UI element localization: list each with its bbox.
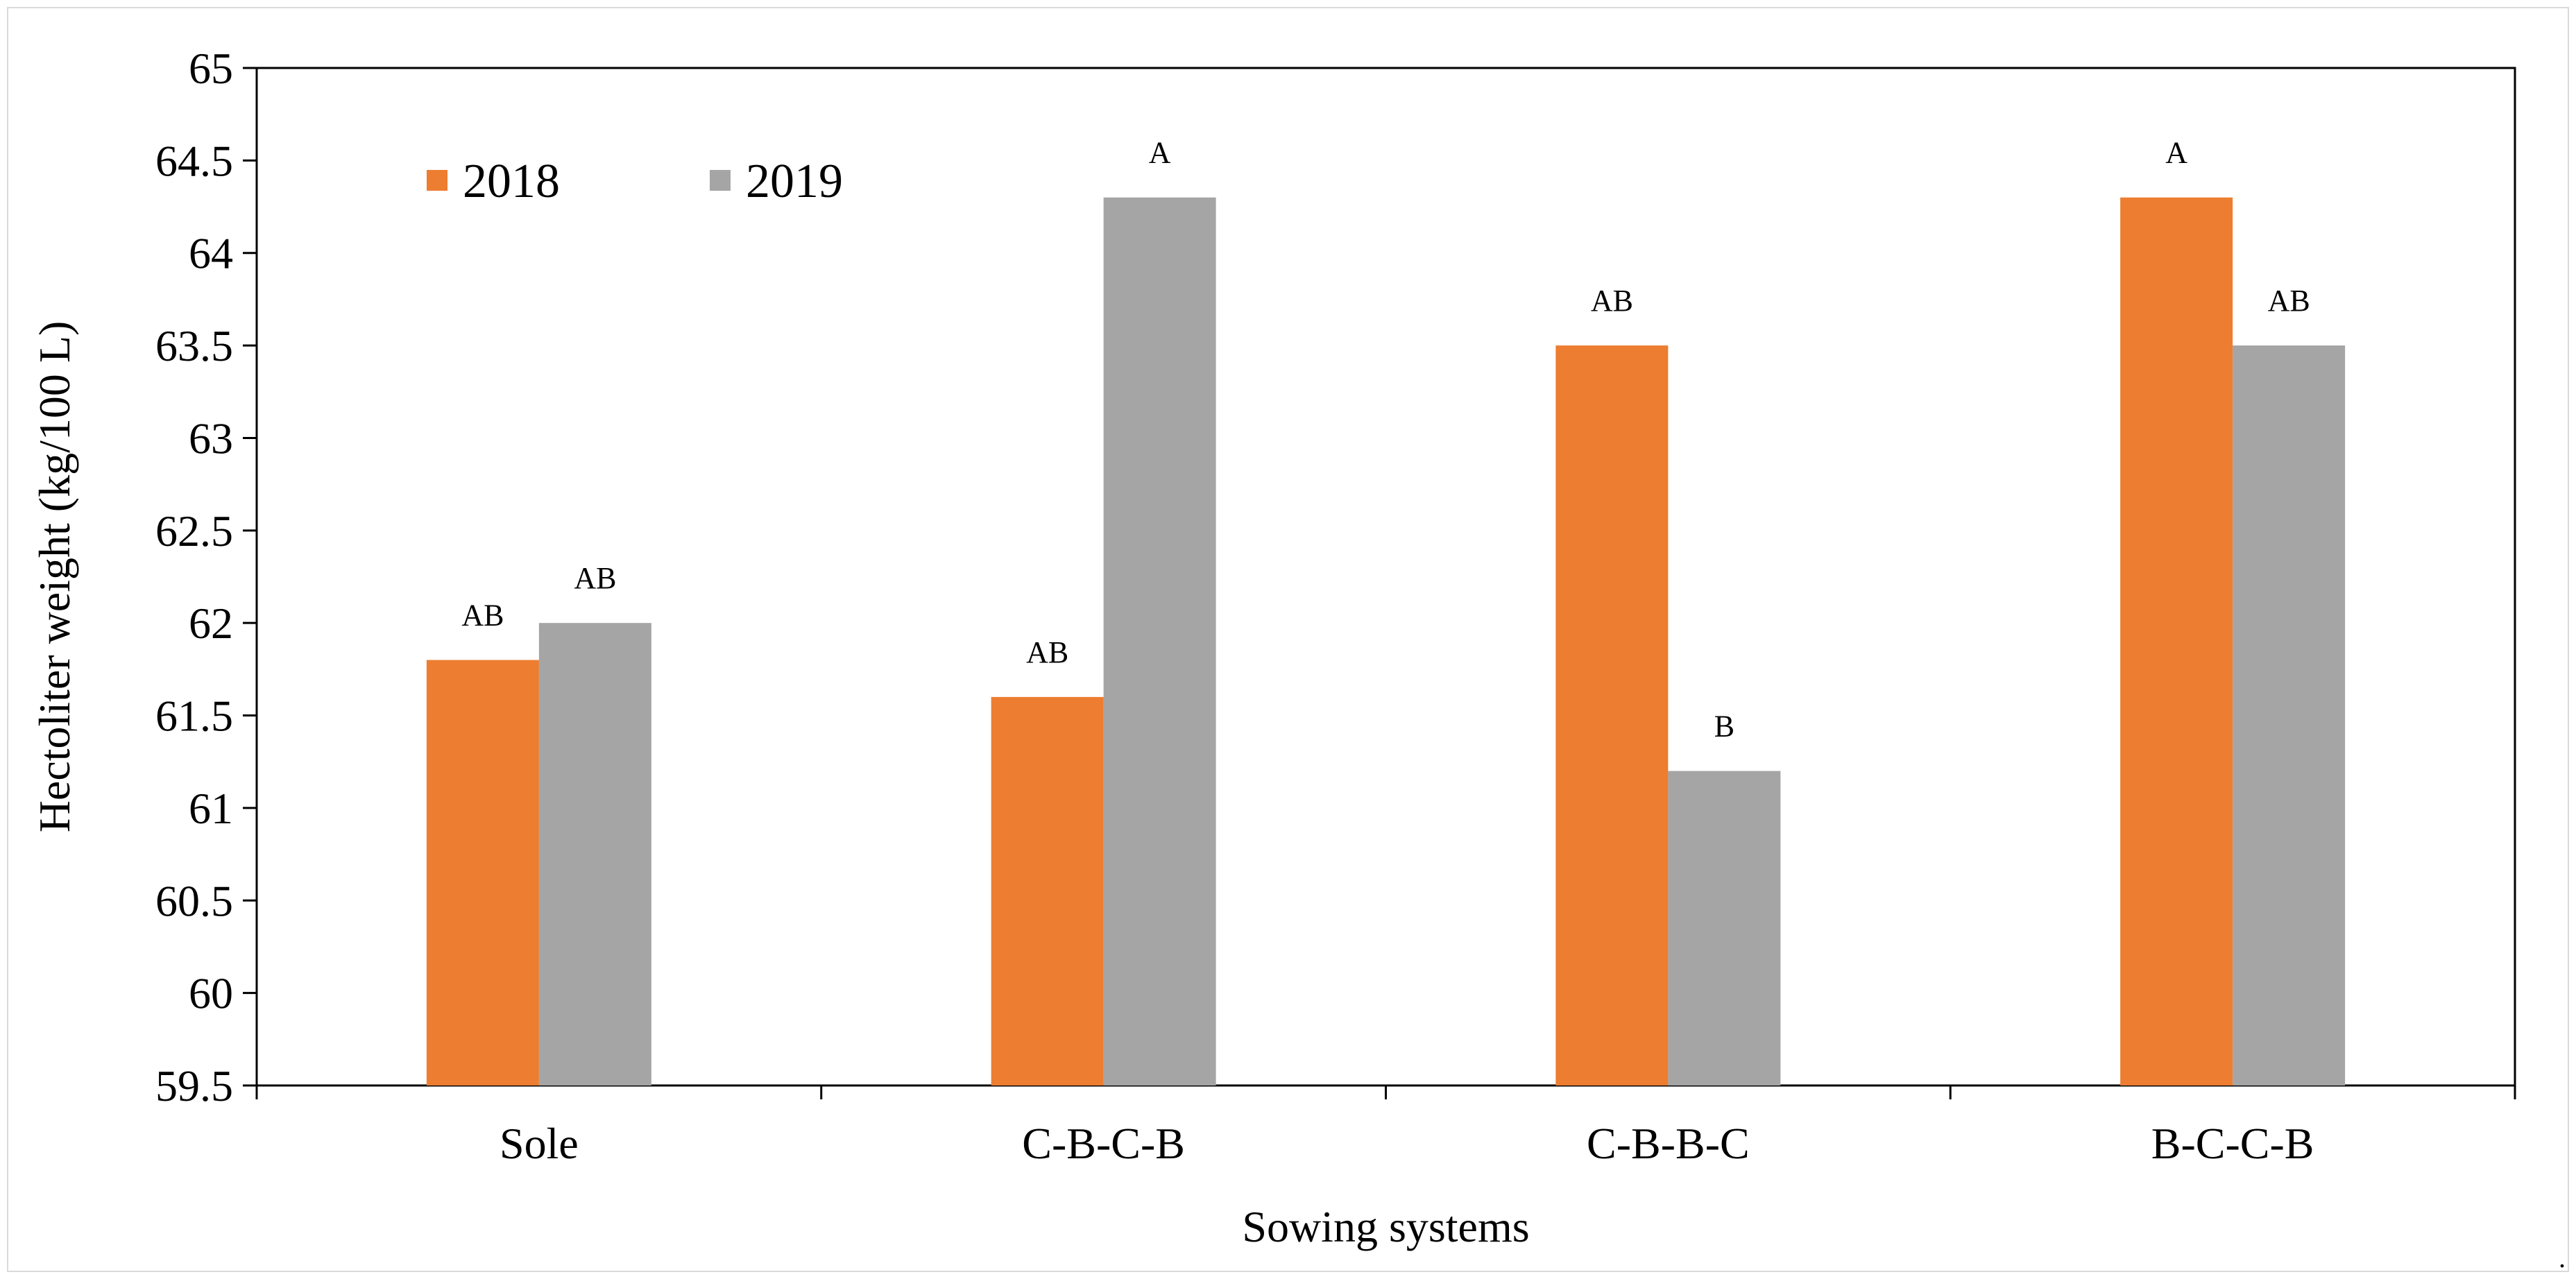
x-axis-title: Sowing systems (1242, 1202, 1529, 1251)
bar-label-2019-sole: AB (574, 561, 616, 595)
y-tick-label: 59.5 (155, 1061, 233, 1110)
bar-label-2018-c-b-c-b: AB (1026, 635, 1068, 669)
y-tick-label: 64.5 (155, 136, 233, 185)
bar-label-2018-b-c-c-b: A (2165, 136, 2187, 170)
legend: 2018 2019 (427, 155, 843, 208)
y-tick-label: 65 (189, 44, 233, 93)
bars (426, 197, 2346, 1085)
bar-2018-c-b-b-c (1555, 345, 1669, 1085)
y-tick-label: 64 (189, 229, 233, 278)
legend-swatch-2018 (427, 170, 447, 191)
bar-label-2019-c-b-b-c: B (1714, 710, 1734, 744)
x-tick-label-c-b-b-c: C-B-B-C (1587, 1119, 1750, 1168)
legend-label-2018: 2018 (463, 155, 560, 208)
bar-2018-c-b-c-b (991, 696, 1104, 1085)
bar-2019-c-b-c-b (1103, 197, 1216, 1085)
legend-label-2019: 2019 (746, 155, 843, 208)
bar-2019-b-c-c-b (2233, 345, 2346, 1085)
y-tick-label: 60.5 (155, 876, 233, 925)
bar-label-2019-c-b-c-b: A (1149, 136, 1171, 170)
y-tick-label: 61 (189, 784, 233, 833)
y-tick-label: 63.5 (155, 321, 233, 370)
bar-2018-b-c-c-b (2120, 197, 2233, 1085)
x-tick-label-b-c-c-b: B-C-C-B (2151, 1119, 2314, 1168)
bar-label-2019-b-c-c-b: AB (2268, 284, 2310, 318)
y-tick-label: 63 (189, 413, 233, 463)
y-axis-ticks: 59.5 60 60.5 61 61.5 62 62.5 63 63.5 64 64.5 65 (155, 44, 257, 1110)
bar-label-2018-sole: AB (461, 599, 504, 633)
y-axis-title: Hectoliter weight (kg/100 L) (30, 321, 79, 833)
y-tick-label: 61.5 (155, 692, 233, 741)
y-tick-label: 60 (189, 969, 233, 1018)
bar-label-2018-c-b-b-c: AB (1591, 284, 1633, 318)
x-tick-label-c-b-c-b: C-B-C-B (1022, 1119, 1185, 1168)
x-tick-label-sole: Sole (500, 1119, 579, 1168)
y-tick-label: 62.5 (155, 506, 233, 556)
legend-swatch-2019 (710, 170, 731, 191)
bar-2018-sole (426, 660, 539, 1085)
stray-mark: . (2559, 1242, 2566, 1273)
bar-2019-sole (538, 623, 651, 1085)
y-tick-label: 62 (189, 599, 233, 648)
x-axis-ticks: Sole C-B-C-B C-B-B-C B-C-C-B (255, 1085, 2516, 1168)
bar-2019-c-b-b-c (1668, 771, 1781, 1085)
